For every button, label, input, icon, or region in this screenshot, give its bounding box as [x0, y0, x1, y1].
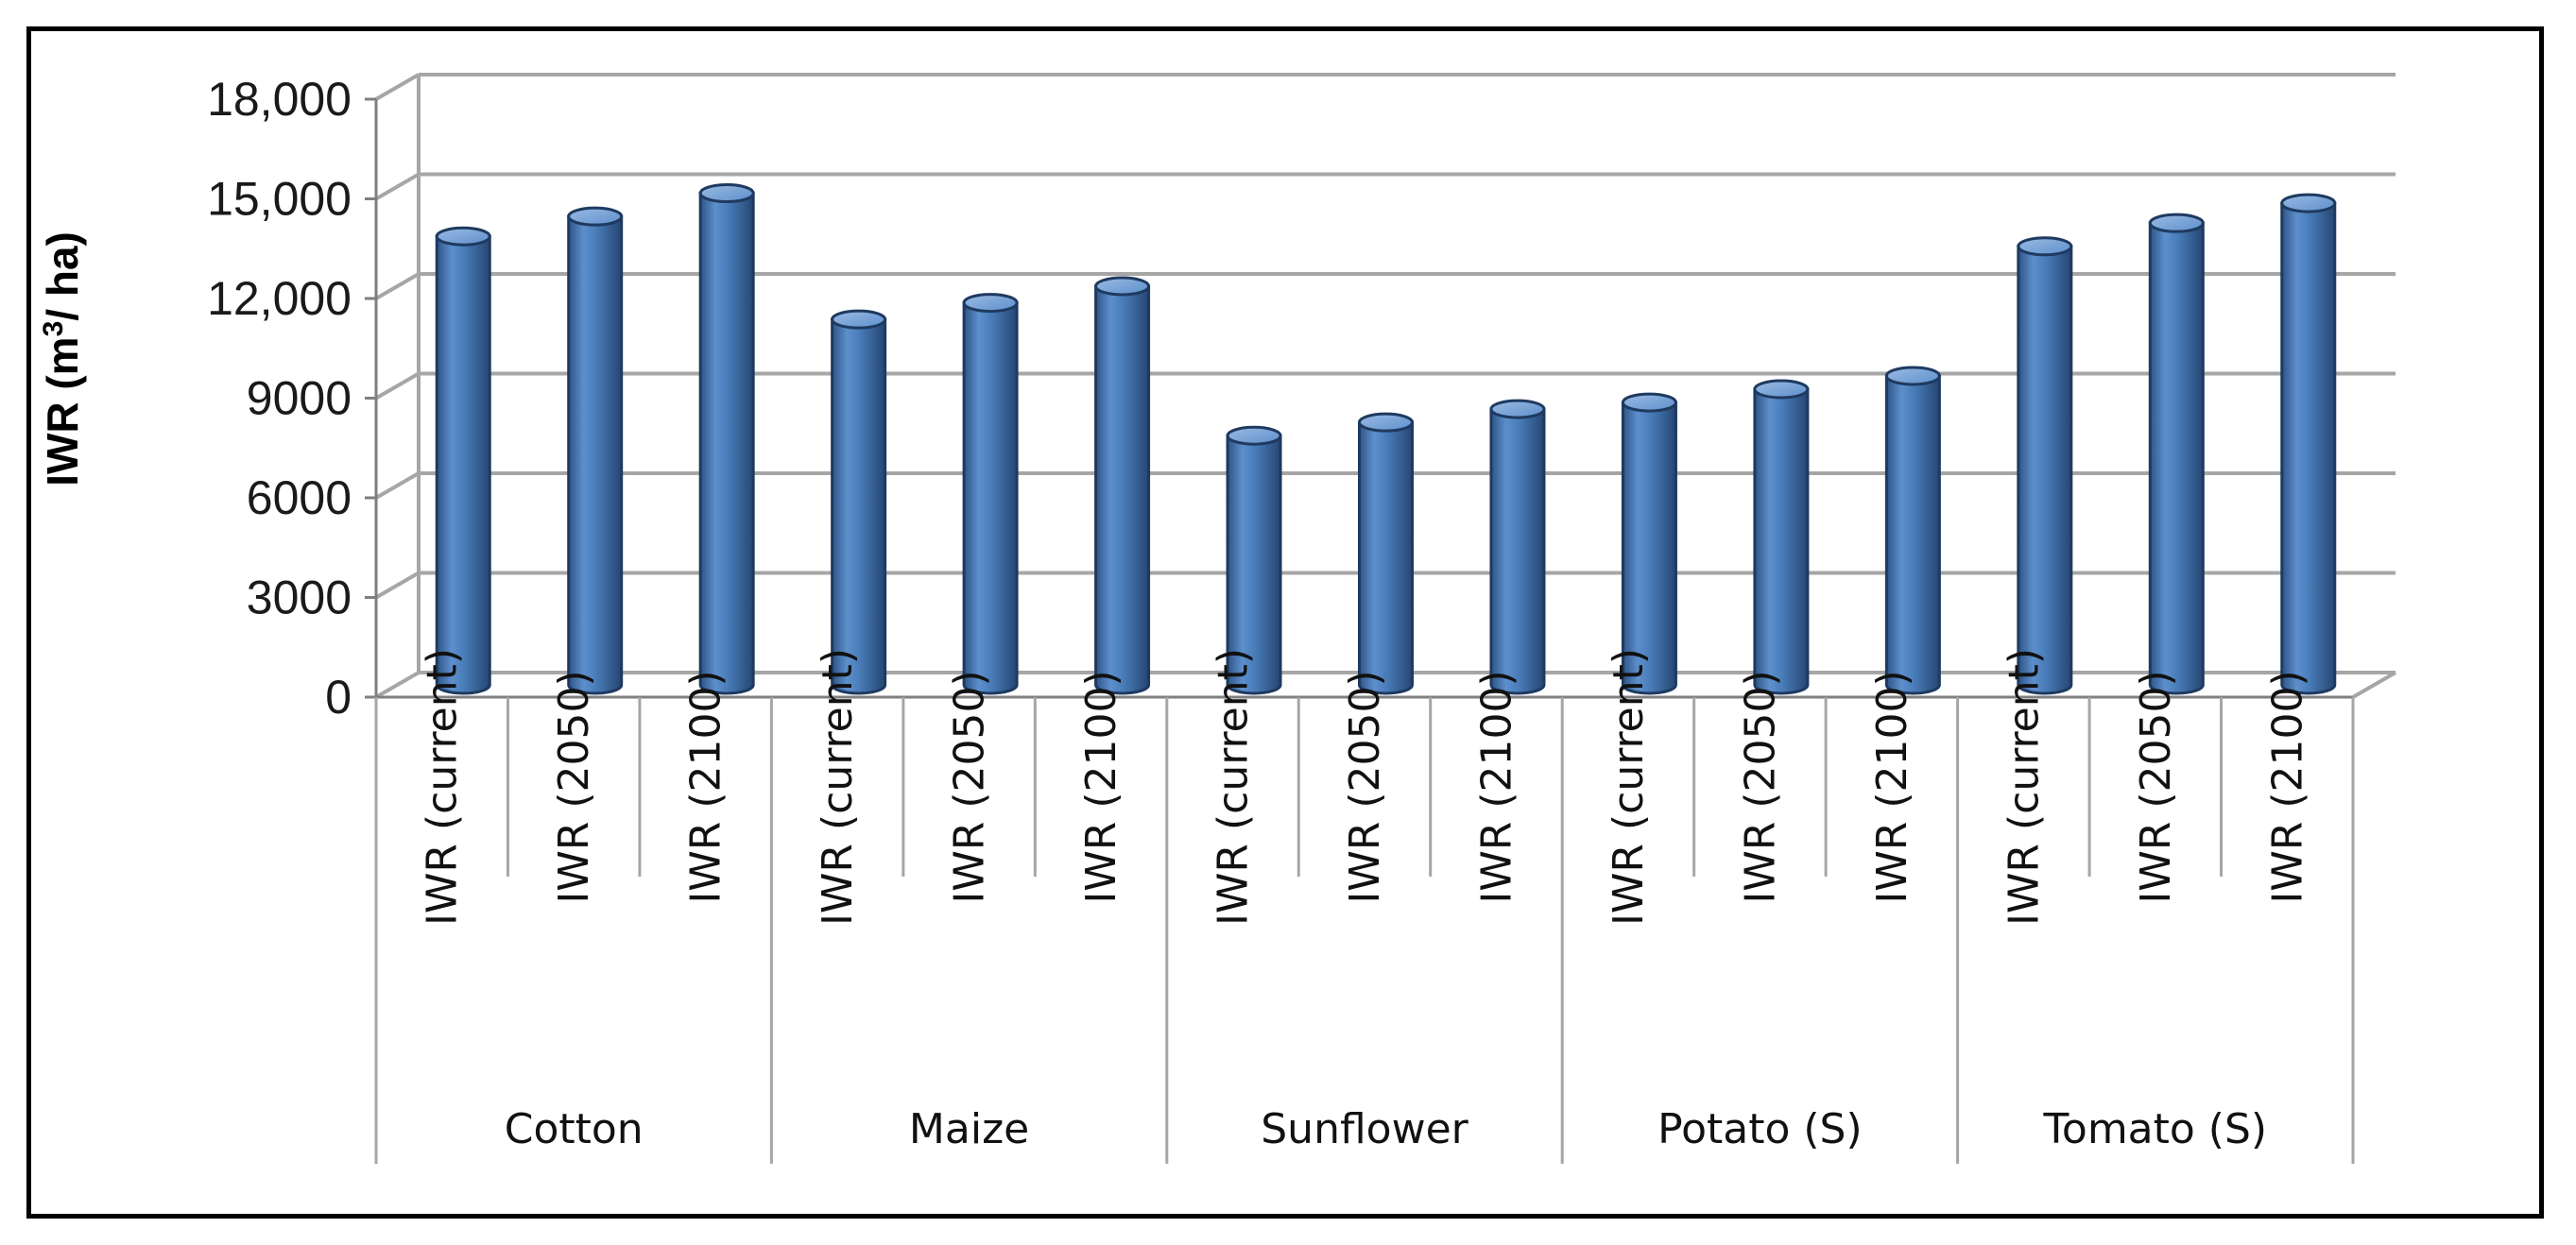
x-tick-label-5: IWR (2100)	[1077, 670, 1125, 903]
bar-body	[567, 214, 624, 695]
y-tick-label-1: 3000	[247, 571, 352, 624]
bar-top	[1358, 412, 1414, 433]
x-tick-label-6: IWR (current)	[1210, 648, 1258, 926]
bar-body	[1884, 374, 1941, 695]
bar-top	[567, 206, 624, 227]
x-tick-label-4: IWR (2050)	[946, 670, 994, 903]
bar-maize-2	[1094, 276, 1151, 695]
y-axis-label-prefix: IWR (m	[38, 336, 87, 486]
x-tick-label-14: IWR (2100)	[2263, 670, 2311, 903]
bar-cotton-1	[567, 206, 624, 695]
group-label-1: Maize	[909, 1105, 1029, 1153]
axis-layer	[365, 97, 2397, 1164]
x-tick-label-9: IWR (current)	[1605, 648, 1653, 926]
bar-body	[962, 301, 1019, 695]
bar-tomato-s--1	[2148, 213, 2205, 695]
x-tick-label-12: IWR (current)	[2000, 648, 2048, 926]
bar-potato-s--2	[1884, 366, 1941, 695]
bar-top	[1094, 276, 1151, 297]
x-tick-label-8: IWR (2100)	[1472, 670, 1520, 903]
bar-body	[1621, 401, 1677, 695]
gridline-side-5	[374, 172, 421, 201]
bar-maize-0	[831, 309, 887, 695]
x-tick-label-3: IWR (current)	[814, 648, 862, 926]
bar-sunflower-2	[1489, 399, 1546, 695]
bar-body	[831, 317, 887, 695]
x-tick-label-1: IWR (2050)	[550, 670, 598, 903]
bar-body	[1358, 420, 1414, 695]
bar-sunflower-1	[1358, 412, 1414, 695]
bars-layer	[435, 183, 2337, 695]
bar-sunflower-0	[1226, 425, 1282, 695]
bar-body	[1753, 387, 1810, 695]
y-tick-label-4: 12,000	[207, 272, 352, 325]
labels-layer: 0 3000 6000 9000 12,000 15,000 18,000 IWR (curr…	[207, 73, 2311, 1153]
bar-body	[1226, 434, 1282, 695]
gridline-side-6	[374, 73, 421, 101]
y-axis-label: IWR (m3/ ha)	[38, 231, 87, 486]
bar-body	[698, 192, 755, 695]
bar-tomato-s--0	[2017, 236, 2073, 695]
group-label-0: Cotton	[505, 1105, 644, 1153]
bar-potato-s--1	[1753, 379, 1810, 695]
bar-body	[435, 234, 491, 695]
bar-body	[1489, 407, 1546, 695]
bar-top	[1621, 392, 1677, 413]
bar-top	[1489, 399, 1546, 419]
bar-top	[1884, 366, 1941, 386]
floor-right-edge	[2351, 671, 2397, 699]
group-label-3: Potato (S)	[1657, 1105, 1863, 1153]
gridline-side-2	[374, 471, 421, 500]
bar-body	[1094, 284, 1151, 695]
x-tick-label-10: IWR (2050)	[1736, 670, 1784, 903]
y-tick-label-2: 6000	[247, 471, 352, 524]
x-tick-label-11: IWR (2100)	[1868, 670, 1916, 903]
bar-top	[2280, 193, 2337, 213]
bar-top	[1226, 425, 1282, 446]
bar-top	[1753, 379, 1810, 400]
y-tick-label-6: 18,000	[207, 73, 352, 126]
y-axis-label-sup: 3	[38, 321, 69, 337]
bar-body	[2148, 221, 2205, 695]
x-tick-label-7: IWR (2050)	[1341, 670, 1389, 903]
x-tick-label-13: IWR (2050)	[2132, 670, 2180, 903]
bar-body	[2280, 201, 2337, 695]
y-tick-label-0: 0	[325, 671, 352, 724]
bar-top	[831, 309, 887, 330]
gridline-side-4	[374, 272, 421, 300]
bar-maize-1	[962, 293, 1019, 695]
gridline-side-3	[374, 371, 421, 401]
gridline-side-1	[374, 571, 421, 600]
bar-top	[2148, 213, 2205, 233]
bar-body	[2017, 245, 2073, 695]
bar-top	[2017, 236, 2073, 257]
y-tick-label-5: 15,000	[207, 173, 352, 226]
bar-top	[435, 226, 491, 247]
group-label-2: Sunflower	[1261, 1105, 1468, 1153]
y-tick-label-3: 9000	[247, 372, 352, 425]
y-axis-label-suffix: / ha)	[38, 231, 87, 321]
bar-cotton-0	[435, 226, 491, 695]
gridline-side-0	[374, 671, 421, 699]
bar-cotton-2	[698, 183, 755, 695]
group-label-4: Tomato (S)	[2043, 1105, 2268, 1153]
bar-top	[962, 293, 1019, 314]
x-tick-label-2: IWR (2100)	[682, 670, 730, 903]
bar-tomato-s--2	[2280, 193, 2337, 695]
bar-top	[698, 183, 755, 204]
bar-potato-s--0	[1621, 392, 1677, 695]
x-tick-label-0: IWR (current)	[419, 648, 467, 926]
